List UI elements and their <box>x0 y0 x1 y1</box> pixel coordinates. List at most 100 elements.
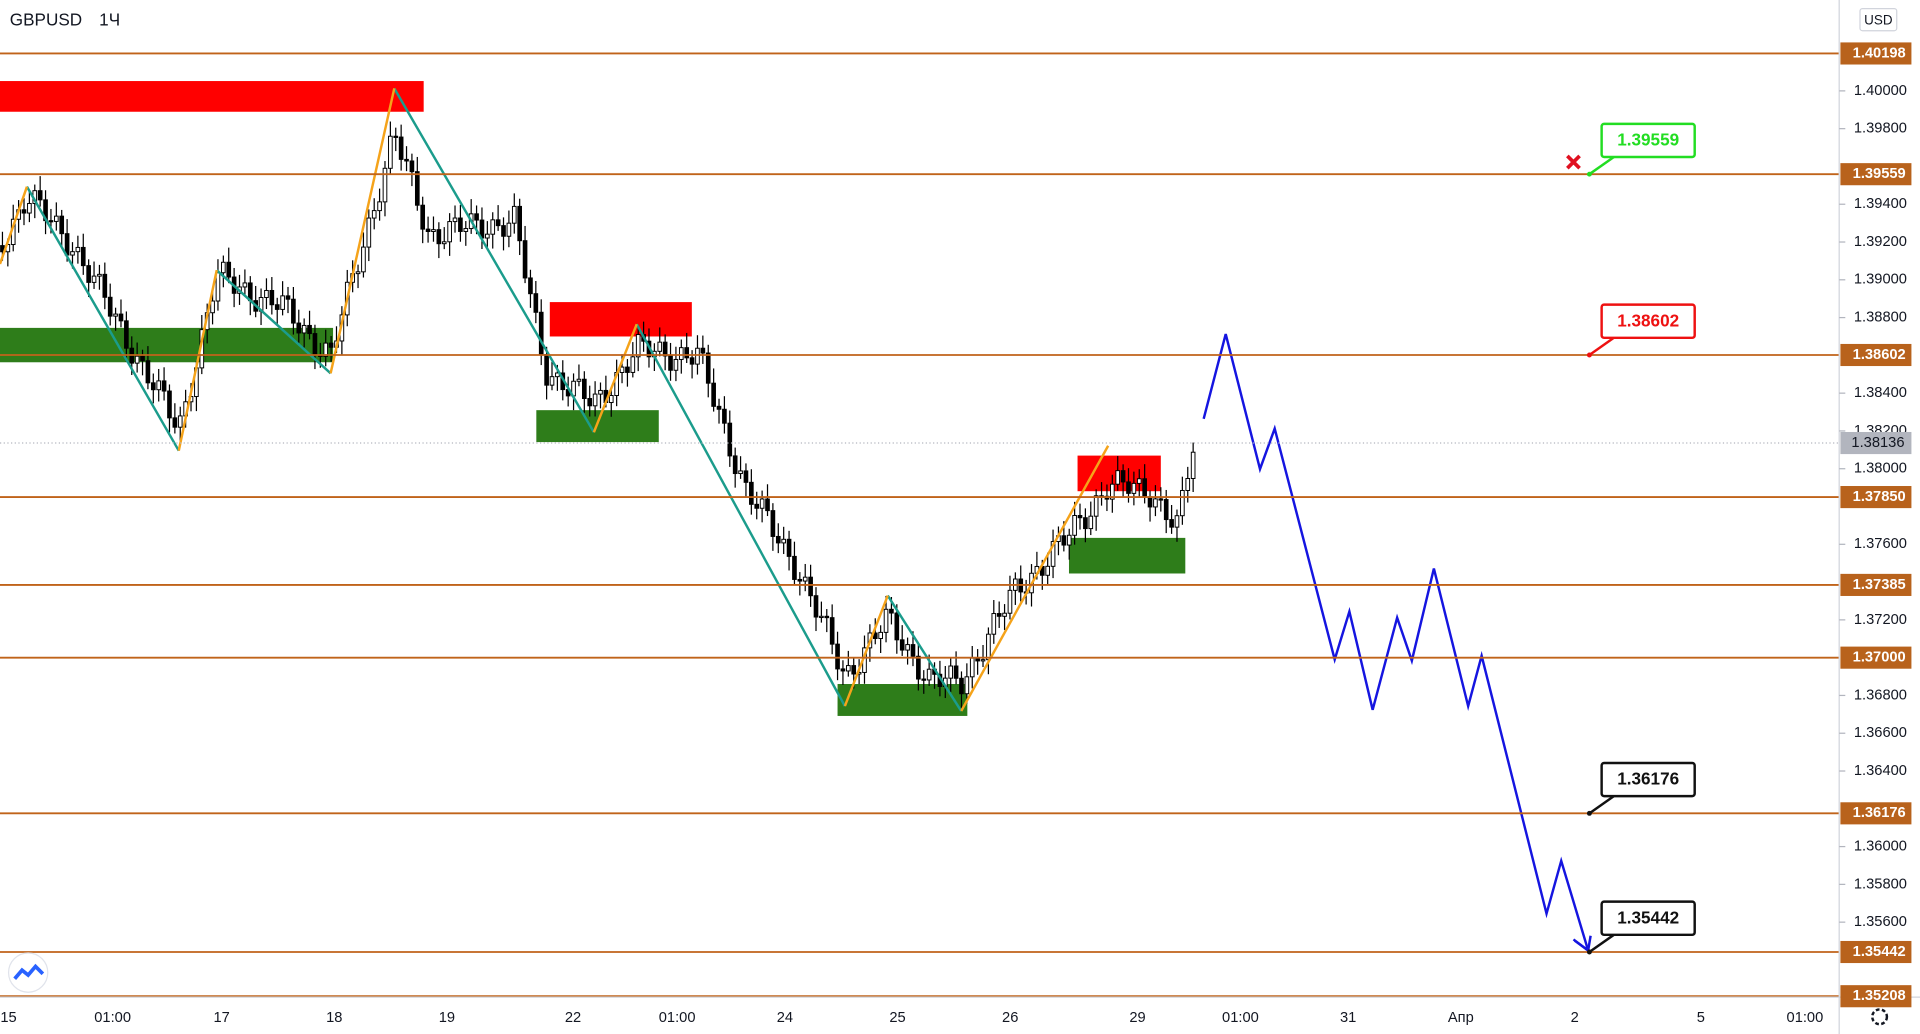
candle-body <box>382 167 388 203</box>
candle-body <box>161 380 167 392</box>
candle-body <box>619 366 625 373</box>
price-axis: 1.40000 1.39800 1.39400 1.39200 1.39000 1.388… <box>1839 42 1912 1008</box>
candle-body <box>522 240 528 279</box>
candle-body <box>630 356 636 373</box>
candle-body <box>388 135 393 169</box>
candle-body <box>980 659 986 662</box>
candle-body <box>878 631 883 640</box>
level-label: 1.37850 <box>1853 489 1906 505</box>
level-tag <box>1840 985 1912 1008</box>
callout-box <box>1600 303 1696 340</box>
candle-body <box>786 538 792 557</box>
time-label: 26 <box>1002 1010 1018 1026</box>
callout-pointer <box>1588 336 1615 357</box>
level-label: 1.39559 <box>1853 166 1906 182</box>
candle-body <box>829 617 835 645</box>
candle-body <box>134 355 140 364</box>
candle-body <box>732 455 738 475</box>
candle-body <box>813 595 819 618</box>
candle-body <box>425 228 431 232</box>
demand-zone <box>1068 537 1186 574</box>
candle-body <box>819 615 824 619</box>
candle-body <box>959 677 964 695</box>
candle-body <box>366 217 372 248</box>
time-label: 17 <box>213 1010 229 1026</box>
candle-body <box>323 342 329 357</box>
candle-body <box>592 393 598 407</box>
candle-body <box>312 333 318 356</box>
price-tick-label: 1.39400 <box>1854 196 1907 212</box>
candle-body <box>474 213 479 221</box>
candle-body <box>291 298 296 324</box>
candle-body <box>1002 612 1007 617</box>
candle-body <box>802 576 808 582</box>
candle-body <box>1174 515 1180 528</box>
candle-body <box>361 246 366 273</box>
candle-body <box>899 639 905 651</box>
time-label: 29 <box>1129 1010 1145 1026</box>
symbol: GBPUSD <box>10 9 82 29</box>
candle-body <box>986 633 991 661</box>
candle-body <box>1147 496 1153 508</box>
candle-body <box>485 233 490 239</box>
callout-pointer <box>1588 155 1615 176</box>
supply-zone <box>0 81 424 112</box>
zigzag-up <box>592 323 638 433</box>
candle-body <box>544 354 549 386</box>
candle-body <box>1142 478 1147 498</box>
level-tag <box>1840 646 1912 669</box>
candle-body <box>80 246 86 267</box>
currency-button[interactable] <box>1859 7 1898 32</box>
candle-body <box>576 378 582 382</box>
candle-body <box>172 417 178 428</box>
level-tag <box>1840 940 1912 964</box>
candle-body <box>490 219 496 235</box>
candle-body <box>54 215 59 222</box>
price-tick-label: 1.35600 <box>1854 914 1907 930</box>
time-axis: 15 01:00 17 18 19 22 01:00 24 25 26 29 01:00 31 Апр 2 5… <box>0 1010 1823 1026</box>
time-label: 15 <box>0 1010 16 1026</box>
timeframe: 1Ч <box>99 9 120 29</box>
level-tag <box>1840 163 1912 186</box>
candle-body <box>48 220 54 223</box>
candle-body <box>463 228 469 232</box>
candle-body <box>905 644 910 651</box>
price-tick-label: 1.38000 <box>1854 461 1907 477</box>
candle-body <box>549 376 555 386</box>
candle-body <box>140 355 145 362</box>
candle-body <box>86 265 91 283</box>
price-tick-label: 1.36400 <box>1854 763 1907 779</box>
time-label: 24 <box>777 1010 793 1026</box>
level-label: 1.38602 <box>1853 347 1906 363</box>
callout-box <box>1600 761 1696 798</box>
callout-label: 1.36176 <box>1617 769 1679 789</box>
candle-body <box>1093 495 1099 517</box>
candle-body <box>377 201 382 212</box>
candle-body <box>517 205 522 242</box>
zigzag-up <box>843 595 889 707</box>
time-label: 2 <box>1571 1010 1579 1026</box>
level-label: 1.35208 <box>1853 988 1906 1004</box>
candle-body <box>1120 470 1126 483</box>
candle-body <box>226 261 232 278</box>
callout-label: 1.35442 <box>1617 907 1679 927</box>
zigzag-down <box>886 594 963 712</box>
price-tick-label: 1.40000 <box>1854 83 1907 99</box>
zigzag-up <box>0 186 29 265</box>
candle-body <box>1066 534 1072 546</box>
candle-body <box>210 300 215 314</box>
candle-body <box>883 608 889 633</box>
settings-button[interactable] <box>1871 1008 1889 1026</box>
zigzag-up <box>329 88 396 374</box>
cancel-mark <box>1566 154 1581 170</box>
level-tag <box>1840 486 1912 509</box>
time-label: 01:00 <box>1222 1010 1259 1026</box>
price-tick-label: 1.39200 <box>1854 234 1907 250</box>
candle-body <box>1169 519 1174 528</box>
candle-body <box>738 470 743 475</box>
candle-body <box>657 341 663 352</box>
time-label: 31 <box>1340 1010 1356 1026</box>
candle-body <box>775 535 781 544</box>
